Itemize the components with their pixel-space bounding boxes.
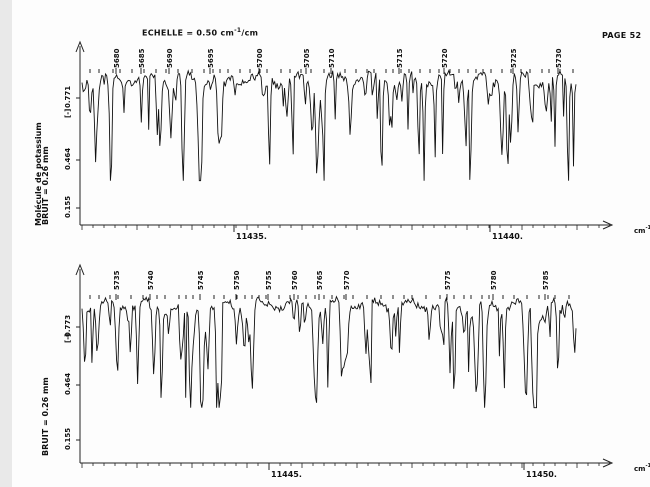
x-tick-label: 11440. bbox=[492, 232, 523, 241]
spectrum-trace bbox=[81, 295, 577, 409]
x-axis-arrow bbox=[602, 220, 614, 230]
line-number-label: 5780 bbox=[490, 270, 498, 290]
line-number-label: 5700 bbox=[256, 48, 264, 68]
line-number-label: 5730 bbox=[555, 48, 563, 68]
line-number-label: 5760 bbox=[291, 270, 299, 290]
line-number-label: 5720 bbox=[441, 48, 449, 68]
y-tick-label: 0.771 bbox=[64, 86, 72, 108]
line-number-label: 5745 bbox=[197, 270, 205, 290]
line-number-label: 5710 bbox=[328, 48, 336, 68]
x-tick-label: 11445. bbox=[271, 470, 302, 479]
line-number-label: 5750 bbox=[233, 270, 241, 290]
line-number-label: 5715 bbox=[396, 48, 404, 68]
y-axis-title: BRUIT = 0.26 mm bbox=[41, 146, 50, 225]
line-number-label: 5735 bbox=[113, 270, 121, 290]
y-axis-title: BRUIT = 0.26 mm bbox=[41, 377, 50, 456]
x-axis-unit-label: cm-1 bbox=[634, 463, 650, 473]
x-axis-arrow bbox=[602, 458, 614, 468]
y-tick-label: 0.773 bbox=[64, 315, 72, 337]
y-tick-label: 0.464 bbox=[64, 148, 72, 170]
line-number-label: 5755 bbox=[265, 270, 273, 290]
line-number-label: 5770 bbox=[343, 270, 351, 290]
scale-exponent: -1 bbox=[234, 27, 242, 34]
line-number-label: 5695 bbox=[207, 48, 215, 68]
line-number-label: 5740 bbox=[147, 270, 155, 290]
y-tick-label: 0.464 bbox=[64, 373, 72, 395]
page-edge-shadow bbox=[0, 0, 12, 487]
line-number-label: 5680 bbox=[113, 48, 121, 68]
line-number-label: 5725 bbox=[510, 48, 518, 68]
y-axis-symbol: [-] bbox=[64, 334, 72, 343]
y-axis-arrow bbox=[75, 40, 85, 53]
x-axis-unit-label: cm-1 bbox=[634, 225, 650, 235]
scale-prefix: ECHELLE = 0.50 cm bbox=[142, 28, 235, 38]
line-number-label: 5705 bbox=[303, 48, 311, 68]
line-number-label: 5785 bbox=[542, 270, 550, 290]
x-tick-label: 11450. bbox=[526, 470, 557, 479]
spectrum-panel-2: 11445. 11450. cm-1 0.155 0.464 0.773[-] BRUIT … bbox=[41, 263, 650, 479]
y-axis-symbol: [-] bbox=[64, 109, 72, 118]
x-tick-label: 11435. bbox=[236, 232, 267, 241]
line-number-label: 5765 bbox=[316, 270, 324, 290]
scale-label: ECHELLE = 0.50 cm-1/cm bbox=[142, 27, 258, 38]
line-number-label: 5690 bbox=[166, 48, 174, 68]
spectrum-panel-1: 11435. 11440. cm-1 0.155 0.464 0.771[-] BRUIT … bbox=[41, 40, 650, 241]
y-tick-label: 0.155 bbox=[64, 196, 72, 218]
line-number-label: 5775 bbox=[444, 270, 452, 290]
y-tick-label: 0.155 bbox=[64, 428, 72, 450]
y-axis-arrow bbox=[75, 263, 85, 276]
spectrum-trace bbox=[81, 69, 577, 182]
scale-suffix: /cm bbox=[241, 28, 259, 38]
page-number: PAGE 52 bbox=[602, 31, 642, 40]
line-number-label: 5685 bbox=[138, 48, 146, 68]
